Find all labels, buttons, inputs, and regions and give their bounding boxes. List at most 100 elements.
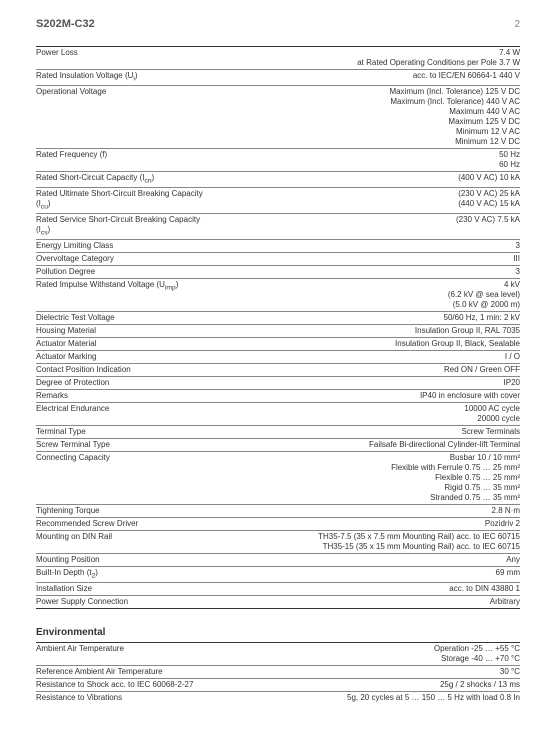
row-value: 30 °C xyxy=(210,665,520,678)
table-row: Rated Frequency (f)50 Hz60 Hz xyxy=(36,148,520,171)
row-value-line: 3 xyxy=(210,267,520,277)
row-label: Terminal Type xyxy=(36,425,210,438)
row-value-line: Stranded 0.75 … 35 mm² xyxy=(210,493,520,503)
row-value-line: (400 V AC) 10 kA xyxy=(210,173,520,183)
row-label: Power Loss xyxy=(36,47,210,70)
row-value: IP20 xyxy=(210,376,520,389)
row-label: Actuator Marking xyxy=(36,350,210,363)
row-value: acc. to IEC/EN 60664-1 440 V xyxy=(210,70,520,86)
row-value-line: Pozidriv 2 xyxy=(210,519,520,529)
row-label: Mounting on DIN Rail xyxy=(36,530,210,553)
table-row: Housing MaterialInsulation Group II, RAL… xyxy=(36,324,520,337)
row-value: (400 V AC) 10 kA xyxy=(210,171,520,187)
row-label: Degree of Protection xyxy=(36,376,210,389)
row-label: Power Supply Connection xyxy=(36,595,210,608)
row-value-line: (440 V AC) 15 kA xyxy=(210,199,520,209)
row-label: Built-In Depth (t2) xyxy=(36,566,210,582)
row-label: Ambient Air Temperature xyxy=(36,642,210,665)
row-label: Remarks xyxy=(36,389,210,402)
row-label: Rated Ultimate Short-Circuit Breaking Ca… xyxy=(36,187,210,213)
row-label: Recommended Screw Driver xyxy=(36,517,210,530)
row-value: 7.4 Wat Rated Operating Conditions per P… xyxy=(210,47,520,70)
table-row: Reference Ambient Air Temperature30 °C xyxy=(36,665,520,678)
row-value-line: Busbar 10 / 10 mm² xyxy=(210,453,520,463)
row-value-line: 50 Hz xyxy=(210,150,520,160)
row-value: 3 xyxy=(210,239,520,252)
row-label: Contact Position Indication xyxy=(36,363,210,376)
table-row: Energy Limiting Class3 xyxy=(36,239,520,252)
table-row: Resistance to Shock acc. to IEC 60068-2-… xyxy=(36,678,520,691)
row-label: Rated Impulse Withstand Voltage (Uimp) xyxy=(36,278,210,311)
row-value-line: Storage -40 … +70 °C xyxy=(210,654,520,664)
table-row: Electrical Endurance10000 AC cycle20000 … xyxy=(36,402,520,425)
row-value: 50/60 Hz, 1 min: 2 kV xyxy=(210,311,520,324)
table-row: Mounting PositionAny xyxy=(36,553,520,566)
row-value: Busbar 10 / 10 mm²Flexible with Ferrule … xyxy=(210,451,520,504)
row-value-line: (6.2 kV @ sea level) xyxy=(210,290,520,300)
table-row: Connecting CapacityBusbar 10 / 10 mm²Fle… xyxy=(36,451,520,504)
table-row: Tightening Torque2.8 N·m xyxy=(36,504,520,517)
row-value-line: 4 kV xyxy=(210,280,520,290)
row-value-line: Screw Terminals xyxy=(210,427,520,437)
row-value-line: Maximum 125 V DC xyxy=(210,117,520,127)
row-value: Arbitrary xyxy=(210,595,520,608)
row-label: Connecting Capacity xyxy=(36,451,210,504)
table-row: Rated Service Short-Circuit Breaking Cap… xyxy=(36,213,520,239)
row-label: Resistance to Vibrations xyxy=(36,691,210,704)
row-value: Maximum (Incl. Tolerance) 125 V DC Maximu… xyxy=(210,85,520,148)
main-spec-table: Power Loss7.4 Wat Rated Operating Condit… xyxy=(36,46,520,608)
row-value: (230 V AC) 25 kA(440 V AC) 15 kA xyxy=(210,187,520,213)
row-label: Rated Frequency (f) xyxy=(36,148,210,171)
row-value-line: Maximum (Incl. Tolerance) 125 V DC xyxy=(210,87,520,97)
environmental-section: Environmental Ambient Air TemperatureOpe… xyxy=(36,623,520,704)
row-value: III xyxy=(210,252,520,265)
row-label: Dielectric Test Voltage xyxy=(36,311,210,324)
row-value-line: (230 V AC) 7.5 kA xyxy=(210,215,520,225)
row-value: TH35-7.5 (35 x 7.5 mm Mounting Rail) acc… xyxy=(210,530,520,553)
row-value: 5g, 20 cycles at 5 … 150 … 5 Hz with loa… xyxy=(210,691,520,704)
table-row: RemarksIP40 in enclosure with cover xyxy=(36,389,520,402)
row-label: Mounting Position xyxy=(36,553,210,566)
row-value: acc. to DIN 43880 1 xyxy=(210,582,520,595)
row-value: Operation -25 … +55 °CStorage -40 … +70 … xyxy=(210,642,520,665)
row-value-line: Any xyxy=(210,555,520,565)
row-value-line: acc. to IEC/EN 60664-1 440 V xyxy=(210,71,520,81)
row-value-line: IP20 xyxy=(210,378,520,388)
table-row: Contact Position IndicationRed ON / Gree… xyxy=(36,363,520,376)
row-value: Failsafe Bi-directional Cylinder-lift Te… xyxy=(210,438,520,451)
row-label: Overvoltage Category xyxy=(36,252,210,265)
table-row: Installation Sizeacc. to DIN 43880 1 xyxy=(36,582,520,595)
row-value-line: Insulation Group II, Black, Sealable xyxy=(210,339,520,349)
row-value-line: 25g / 2 shocks / 13 ms xyxy=(210,680,520,690)
row-value-line: Flexible with Ferrule 0.75 … 25 mm² xyxy=(210,463,520,473)
row-value: 3 xyxy=(210,265,520,278)
row-value: Pozidriv 2 xyxy=(210,517,520,530)
row-value-line: 50/60 Hz, 1 min: 2 kV xyxy=(210,313,520,323)
table-row: Resistance to Vibrations5g, 20 cycles at… xyxy=(36,691,520,704)
table-row: Degree of ProtectionIP20 xyxy=(36,376,520,389)
row-label: Installation Size xyxy=(36,582,210,595)
environmental-title: Environmental xyxy=(36,623,520,638)
row-value: (230 V AC) 7.5 kA xyxy=(210,213,520,239)
row-value-line: Minimum 12 V AC xyxy=(210,127,520,137)
row-value-line: 30 °C xyxy=(210,667,520,677)
table-row: Built-In Depth (t2)69 mm xyxy=(36,566,520,582)
row-value-line: Flexible 0.75 … 25 mm² xyxy=(210,473,520,483)
row-label: Energy Limiting Class xyxy=(36,239,210,252)
row-value-line: III xyxy=(210,254,520,264)
row-value-line: (5.0 kV @ 2000 m) xyxy=(210,300,520,310)
row-value-line: I / O xyxy=(210,352,520,362)
table-row: Operational VoltageMaximum (Incl. Tolera… xyxy=(36,85,520,148)
environmental-table: Ambient Air TemperatureOperation -25 … +… xyxy=(36,642,520,704)
row-label: Housing Material xyxy=(36,324,210,337)
row-label: Screw Terminal Type xyxy=(36,438,210,451)
row-value-line: Insulation Group II, RAL 7035 xyxy=(210,326,520,336)
row-value-line: 20000 cycle xyxy=(210,414,520,424)
table-row: Dielectric Test Voltage50/60 Hz, 1 min: … xyxy=(36,311,520,324)
row-value-line: acc. to DIN 43880 1 xyxy=(210,584,520,594)
row-value-line: 7.4 W xyxy=(210,48,520,58)
table-row: Rated Insulation Voltage (Ui)acc. to IEC… xyxy=(36,70,520,86)
table-row: Power Loss7.4 Wat Rated Operating Condit… xyxy=(36,47,520,70)
table-row: Power Supply ConnectionArbitrary xyxy=(36,595,520,608)
row-label: Actuator Material xyxy=(36,337,210,350)
